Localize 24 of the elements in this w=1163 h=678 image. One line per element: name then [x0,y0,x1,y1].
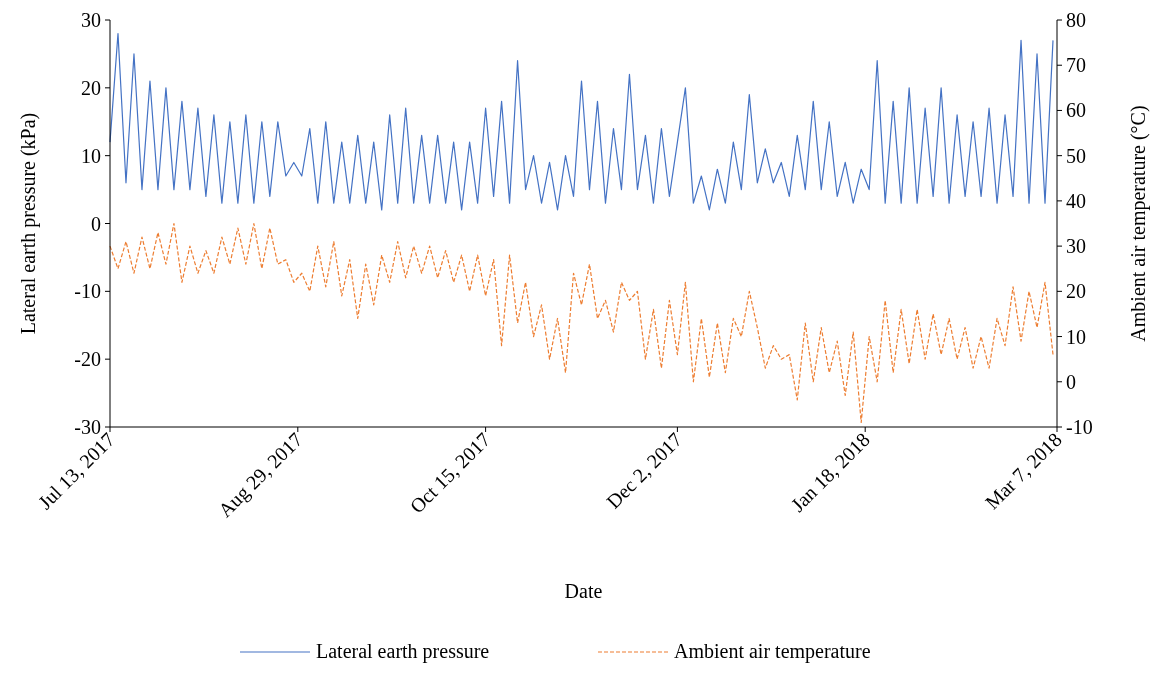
y-tick-label: 30 [81,9,101,31]
y-tick-label: 20 [81,76,101,99]
y2-tick-label: 20 [1066,280,1086,303]
y2-tick-label: 60 [1066,99,1086,122]
y2-tick-label: 80 [1066,9,1086,31]
y2-tick-label: 0 [1066,370,1076,393]
y2-tick-label: 30 [1066,235,1086,258]
y2-axis-title: Ambient air temperature (°C) [1127,105,1150,342]
y2-tick-label: 10 [1066,325,1086,348]
x-axis-title: Date [564,580,603,602]
y2-tick-label: 50 [1066,144,1086,167]
y2-tick-label: 70 [1066,54,1086,77]
y-axis-title: Lateral earth pressure (kPa) [17,112,40,335]
legend-label: Lateral earth pressure [316,640,490,663]
y-tick-label: 10 [81,144,101,167]
y-tick-label: -10 [74,280,101,303]
legend-label: Ambient air temperature [674,640,871,663]
y-tick-label: -20 [74,348,101,371]
line-series [109,222,1054,424]
line-series [109,32,1054,211]
y2-tick-label: -10 [1066,416,1093,438]
y2-tick-label: 40 [1066,189,1086,212]
y-tick-label: 0 [91,212,101,235]
y-tick-label: -30 [74,416,101,438]
